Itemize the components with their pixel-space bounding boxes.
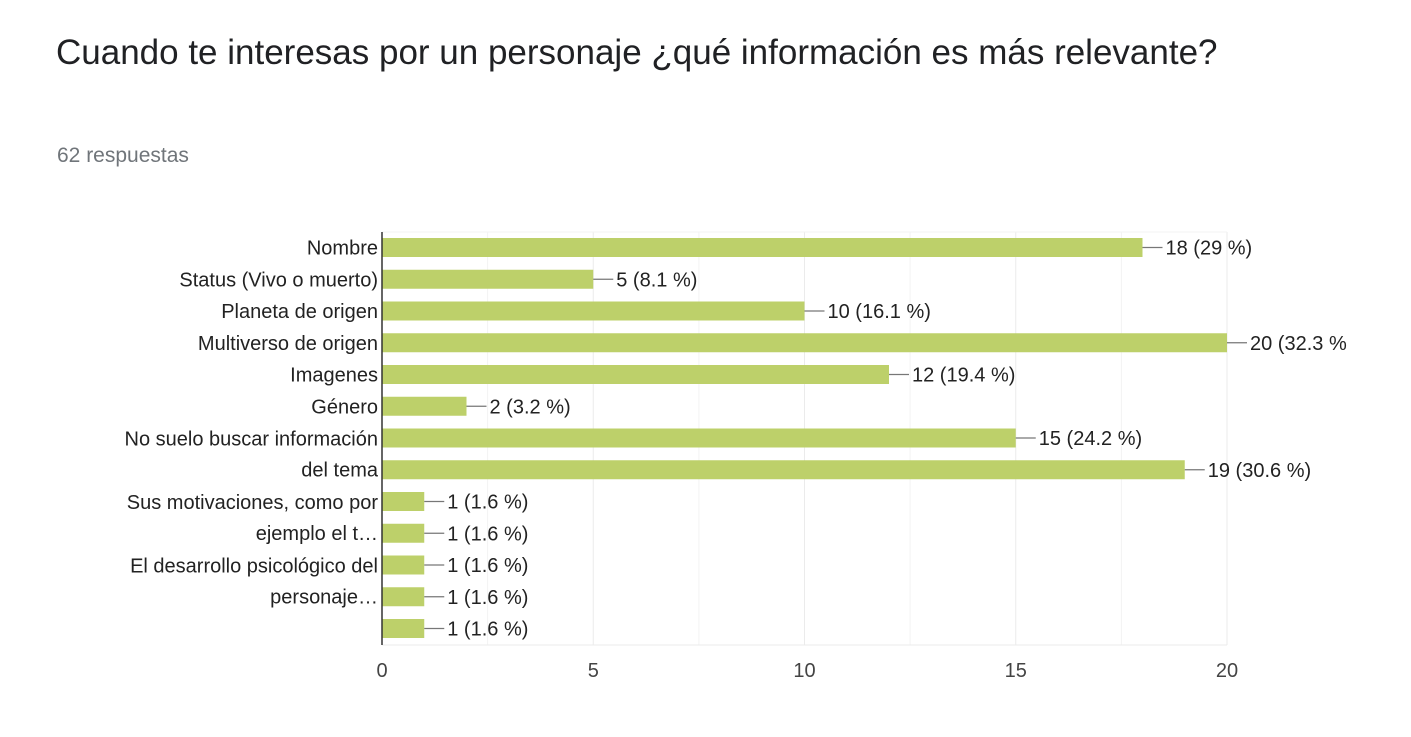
data-label: 1 (1.6 %) bbox=[447, 555, 528, 577]
category-label: No suelo buscar información bbox=[125, 428, 378, 450]
data-label: 1 (1.6 %) bbox=[447, 619, 528, 641]
data-label: 12 (19.4 %) bbox=[912, 365, 1015, 387]
category-label: Planeta de origen bbox=[221, 301, 378, 323]
data-label: 1 (1.6 %) bbox=[447, 492, 528, 514]
data-label: 19 (30.6 %) bbox=[1208, 460, 1311, 482]
bar bbox=[382, 396, 467, 416]
category-label: Multiverso de origen bbox=[198, 333, 378, 355]
bar bbox=[382, 587, 425, 607]
data-label: 20 (32.3 % bbox=[1250, 333, 1347, 355]
category-label: del tema bbox=[301, 459, 379, 481]
category-label: Status (Vivo o muerto) bbox=[179, 269, 378, 291]
x-tick-label: 5 bbox=[588, 660, 599, 682]
category-label: El desarrollo psicológico del bbox=[130, 555, 378, 577]
x-tick-label: 10 bbox=[793, 660, 815, 682]
data-label: 5 (8.1 %) bbox=[616, 269, 697, 291]
bar bbox=[382, 365, 889, 384]
x-tick-label: 20 bbox=[1216, 660, 1238, 682]
x-tick-label: 15 bbox=[1005, 660, 1027, 682]
bar bbox=[382, 301, 805, 321]
bar bbox=[382, 269, 594, 289]
data-label: 15 (24.2 %) bbox=[1039, 428, 1142, 450]
bar bbox=[382, 238, 1143, 257]
bar bbox=[382, 492, 425, 511]
category-label: Género bbox=[311, 396, 378, 418]
data-label: 1 (1.6 %) bbox=[447, 523, 528, 545]
bar bbox=[382, 460, 1185, 480]
category-label: Imagenes bbox=[290, 365, 378, 387]
bar bbox=[382, 523, 425, 543]
bar bbox=[382, 428, 1016, 448]
data-label: 1 (1.6 %) bbox=[447, 587, 528, 609]
bar bbox=[382, 619, 425, 638]
data-label: 2 (3.2 %) bbox=[490, 396, 571, 418]
bar bbox=[382, 555, 425, 575]
category-label: personaje… bbox=[270, 586, 378, 608]
category-label: ejemplo el t… bbox=[256, 523, 378, 545]
x-tick-label: 0 bbox=[376, 660, 387, 682]
category-label: Nombre bbox=[307, 238, 378, 260]
response-count: 62 respuestas bbox=[57, 144, 189, 167]
category-label: Sus motivaciones, como por bbox=[127, 492, 379, 514]
page-title: Cuando te interesas por un personaje ¿qu… bbox=[56, 33, 1218, 72]
data-label: 18 (29 %) bbox=[1166, 238, 1253, 260]
data-label: 10 (16.1 %) bbox=[828, 301, 931, 323]
bar bbox=[382, 333, 1227, 353]
